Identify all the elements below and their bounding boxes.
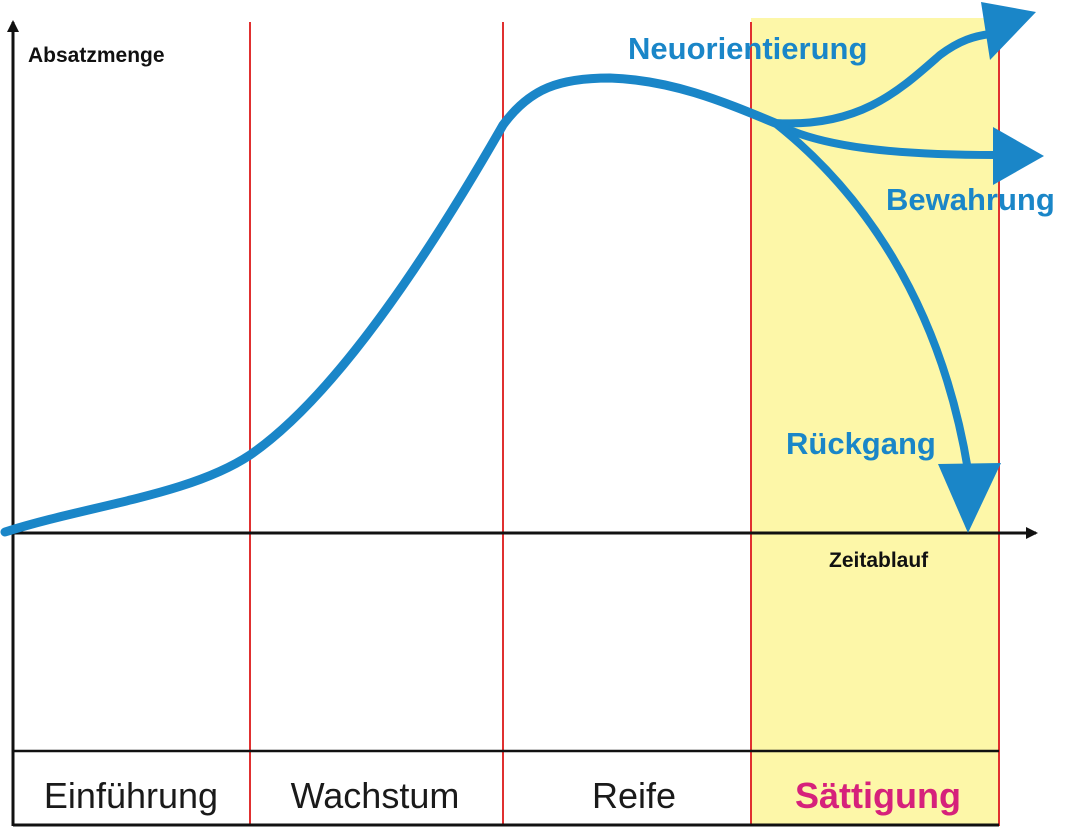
rueckgang-branch-line bbox=[771, 119, 972, 474]
neuorientierung-arrowhead bbox=[981, 2, 1036, 60]
bewahrung-branch-line bbox=[771, 119, 999, 159]
bewahrung-arrowhead bbox=[993, 127, 1044, 185]
phase-label-reife: Reife bbox=[592, 775, 676, 816]
rueckgang-arrowhead bbox=[938, 463, 1001, 533]
lifecycle-curve bbox=[0, 73, 780, 537]
phase-label-saettigung: Sättigung bbox=[795, 775, 961, 816]
neuorientierung-branch-line bbox=[771, 30, 994, 128]
bewahrung-label: Bewahrung bbox=[886, 182, 1055, 217]
phase-label-wachstum: Wachstum bbox=[291, 775, 460, 816]
phase-label-einfuehrung: Einführung bbox=[44, 775, 218, 816]
neuorientierung-label: Neuorientierung bbox=[628, 31, 867, 66]
rueckgang-label: Rückgang bbox=[786, 426, 936, 461]
x-axis-label: Zeitablauf bbox=[829, 549, 929, 572]
y-axis-label: Absatzmenge bbox=[28, 44, 165, 67]
